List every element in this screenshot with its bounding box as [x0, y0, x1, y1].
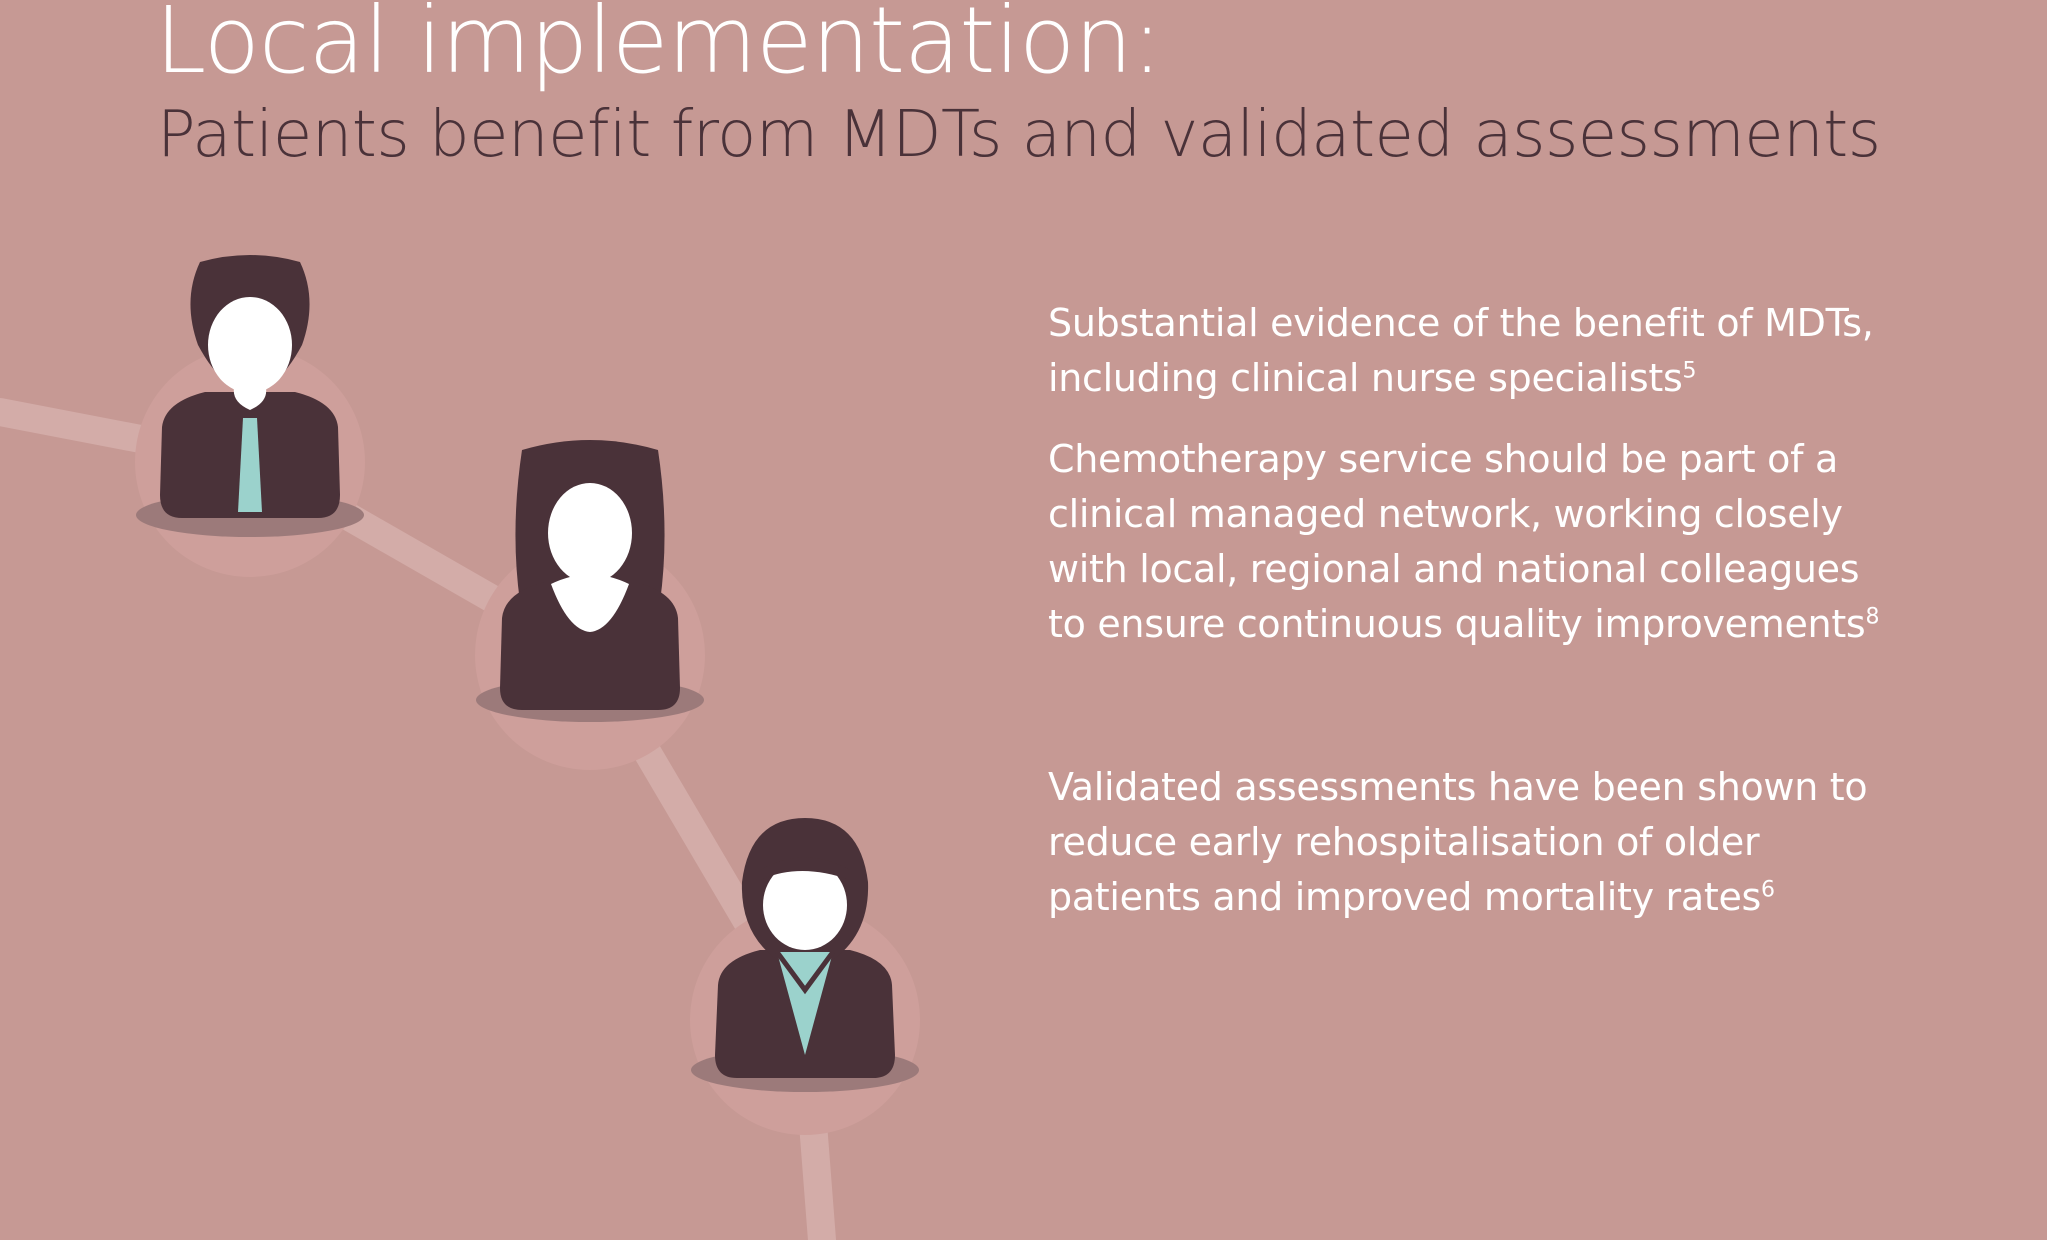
point-line: with local, regional and national collea…: [1048, 547, 1860, 591]
point-validated-assessments: Validated assessments have been shown to…: [1048, 760, 2008, 925]
point-line: including clinical nurse specialists5: [1048, 351, 2008, 406]
reference-number: 6: [1761, 877, 1775, 903]
page-subtitle: Patients benefit from MDTs and validated…: [157, 98, 1881, 172]
point-line: Substantial evidence of the benefit of M…: [1048, 301, 1874, 345]
point-line: to ensure continuous quality improvement…: [1048, 597, 2008, 652]
connector-line: [0, 398, 836, 1240]
man-with-tie-icon: [136, 255, 364, 537]
page-title: Local implementation:: [155, 0, 1163, 94]
point-line-text: including clinical nurse specialists: [1048, 356, 1683, 400]
point-line: Validated assessments have been shown to: [1048, 765, 1868, 809]
point-line: reduce early rehospitalisation of older: [1048, 820, 1760, 864]
woman-long-hair-icon: [476, 440, 704, 722]
reference-number: 8: [1865, 604, 1880, 630]
point-line-text: to ensure continuous quality improvement…: [1048, 602, 1866, 646]
point-line: patients and improved mortality rates6: [1048, 870, 2008, 925]
woman-with-collar-icon: [691, 818, 919, 1092]
point-chemotherapy-network: Chemotherapy service should be part of a…: [1048, 432, 2008, 652]
point-line: clinical managed network, working closel…: [1048, 492, 1843, 536]
point-line-text: patients and improved mortality rates: [1048, 875, 1762, 919]
points-list: Substantial evidence of the benefit of M…: [1048, 296, 2008, 925]
reference-number: 5: [1682, 358, 1697, 384]
point-line: Chemotherapy service should be part of a: [1048, 437, 1838, 481]
point-mdt-evidence: Substantial evidence of the benefit of M…: [1048, 296, 2008, 406]
